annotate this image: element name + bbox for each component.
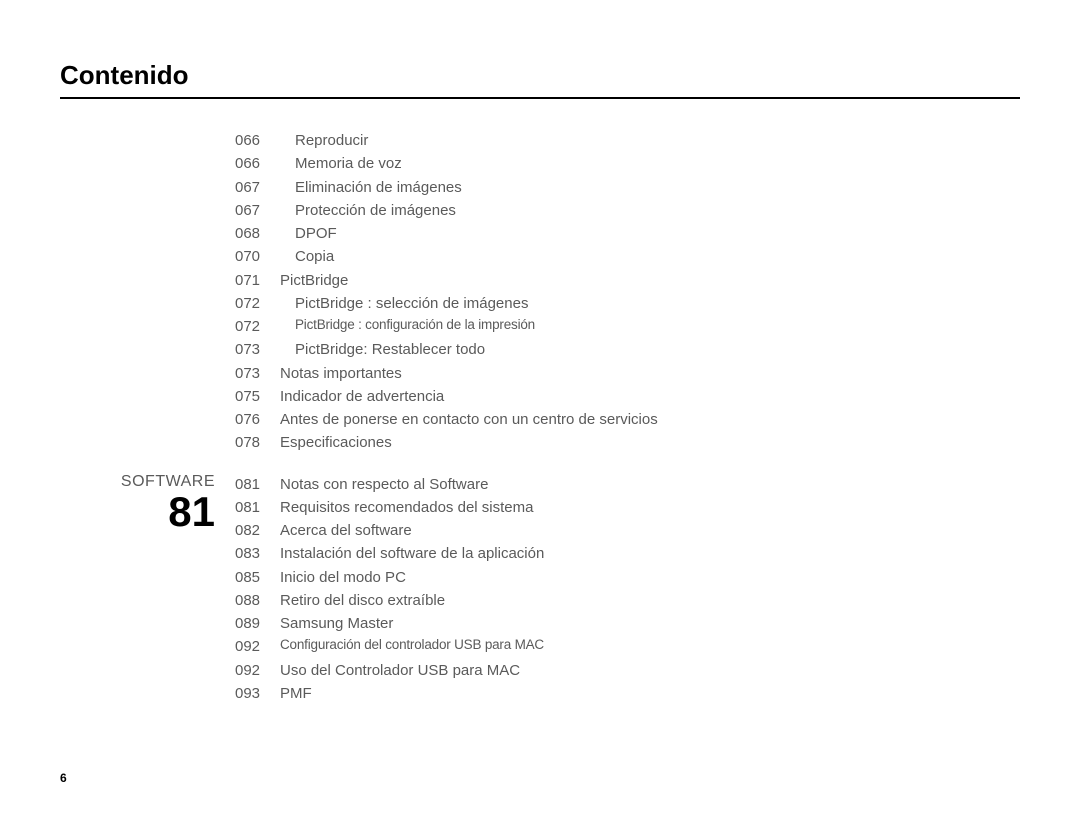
toc-entry-text: PictBridge (280, 269, 1020, 292)
toc-entry-page: 092 (235, 635, 280, 658)
toc-entry-text: Samsung Master (280, 612, 1020, 635)
toc-entry: 093PMF (235, 682, 1020, 705)
toc-entry: 092Uso del Controlador USB para MAC (235, 659, 1020, 682)
toc-entry: 067Eliminación de imágenes (235, 176, 1020, 199)
toc-sections: 066Reproducir066Memoria de voz067Elimina… (60, 129, 1020, 705)
entries-column: 081Notas con respecto al Software081Requ… (235, 473, 1020, 706)
page-number: 6 (60, 771, 67, 785)
toc-section: SOFTWARE81081Notas con respecto al Softw… (60, 473, 1020, 706)
toc-entry-page: 075 (235, 385, 280, 408)
toc-entry-page: 089 (235, 612, 280, 635)
toc-entry-text: Antes de ponerse en contacto con un cent… (280, 408, 1020, 431)
toc-entry-text: PictBridge : selección de imágenes (280, 292, 1020, 315)
toc-entry-page: 072 (235, 315, 280, 338)
toc-section: 066Reproducir066Memoria de voz067Elimina… (60, 129, 1020, 455)
toc-entry-text: DPOF (280, 222, 1020, 245)
toc-entry-page: 066 (235, 129, 280, 152)
toc-entry-page: 093 (235, 682, 280, 705)
toc-entry-page: 072 (235, 292, 280, 315)
toc-entry-page: 068 (235, 222, 280, 245)
toc-entry-text: Especificaciones (280, 431, 1020, 454)
toc-entry-page: 085 (235, 566, 280, 589)
title-block: Contenido (60, 60, 1020, 99)
toc-entry-page: 073 (235, 338, 280, 361)
toc-entry: 071PictBridge (235, 269, 1020, 292)
toc-entry-page: 078 (235, 431, 280, 454)
toc-entry-text: Reproducir (280, 129, 1020, 152)
toc-entry-text: Instalación del software de la aplicació… (280, 542, 1020, 565)
toc-entry: 072PictBridge : selección de imágenes (235, 292, 1020, 315)
toc-entry-text: Configuración del controlador USB para M… (280, 635, 1020, 658)
toc-entry: 073PictBridge: Restablecer todo (235, 338, 1020, 361)
toc-entry-page: 066 (235, 152, 280, 175)
toc-entry-text: PictBridge: Restablecer todo (280, 338, 1020, 361)
page-title: Contenido (60, 60, 189, 90)
toc-entry: 092Configuración del controlador USB par… (235, 635, 1020, 658)
toc-entry: 073Notas importantes (235, 362, 1020, 385)
toc-entry-page: 088 (235, 589, 280, 612)
toc-entry: 082Acerca del software (235, 519, 1020, 542)
toc-entry-page: 071 (235, 269, 280, 292)
toc-entry: 070Copia (235, 245, 1020, 268)
section-number: 81 (60, 491, 215, 533)
entries-column: 066Reproducir066Memoria de voz067Elimina… (235, 129, 1020, 455)
toc-entry-page: 083 (235, 542, 280, 565)
toc-entry-text: Uso del Controlador USB para MAC (280, 659, 1020, 682)
toc-entry-text: Copia (280, 245, 1020, 268)
toc-entry-page: 081 (235, 473, 280, 496)
toc-entry-page: 092 (235, 659, 280, 682)
toc-entry-text: PictBridge : configuración de la impresi… (280, 315, 1020, 338)
toc-entry: 068DPOF (235, 222, 1020, 245)
page: Contenido 066Reproducir066Memoria de voz… (0, 0, 1080, 815)
toc-entry-text: Notas importantes (280, 362, 1020, 385)
toc-entry-page: 081 (235, 496, 280, 519)
toc-entry-page: 067 (235, 176, 280, 199)
toc-entry-text: Memoria de voz (280, 152, 1020, 175)
toc-entry-page: 082 (235, 519, 280, 542)
toc-entry-text: Protección de imágenes (280, 199, 1020, 222)
toc-entry-text: PMF (280, 682, 1020, 705)
toc-entry-page: 076 (235, 408, 280, 431)
toc-entry-text: Acerca del software (280, 519, 1020, 542)
toc-entry: 088Retiro del disco extraíble (235, 589, 1020, 612)
toc-entry-text: Notas con respecto al Software (280, 473, 1020, 496)
section-column: SOFTWARE81 (60, 473, 235, 706)
toc-entry-text: Indicador de advertencia (280, 385, 1020, 408)
toc-entry: 066Memoria de voz (235, 152, 1020, 175)
toc-entry-text: Inicio del modo PC (280, 566, 1020, 589)
toc-entry: 085Inicio del modo PC (235, 566, 1020, 589)
toc-entry-text: Eliminación de imágenes (280, 176, 1020, 199)
toc-entry: 083Instalación del software de la aplica… (235, 542, 1020, 565)
toc-entry: 076Antes de ponerse en contacto con un c… (235, 408, 1020, 431)
toc-entry: 078Especificaciones (235, 431, 1020, 454)
toc-entry: 081Requisitos recomendados del sistema (235, 496, 1020, 519)
toc-entry: 081Notas con respecto al Software (235, 473, 1020, 496)
toc-entry-page: 073 (235, 362, 280, 385)
toc-entry: 089Samsung Master (235, 612, 1020, 635)
toc-entry: 067Protección de imágenes (235, 199, 1020, 222)
section-column (60, 129, 235, 455)
toc-entry: 075Indicador de advertencia (235, 385, 1020, 408)
toc-entry-text: Requisitos recomendados del sistema (280, 496, 1020, 519)
toc-entry-page: 067 (235, 199, 280, 222)
toc-entry-text: Retiro del disco extraíble (280, 589, 1020, 612)
toc-entry: 072PictBridge : configuración de la impr… (235, 315, 1020, 338)
toc-entry-page: 070 (235, 245, 280, 268)
toc-entry: 066Reproducir (235, 129, 1020, 152)
